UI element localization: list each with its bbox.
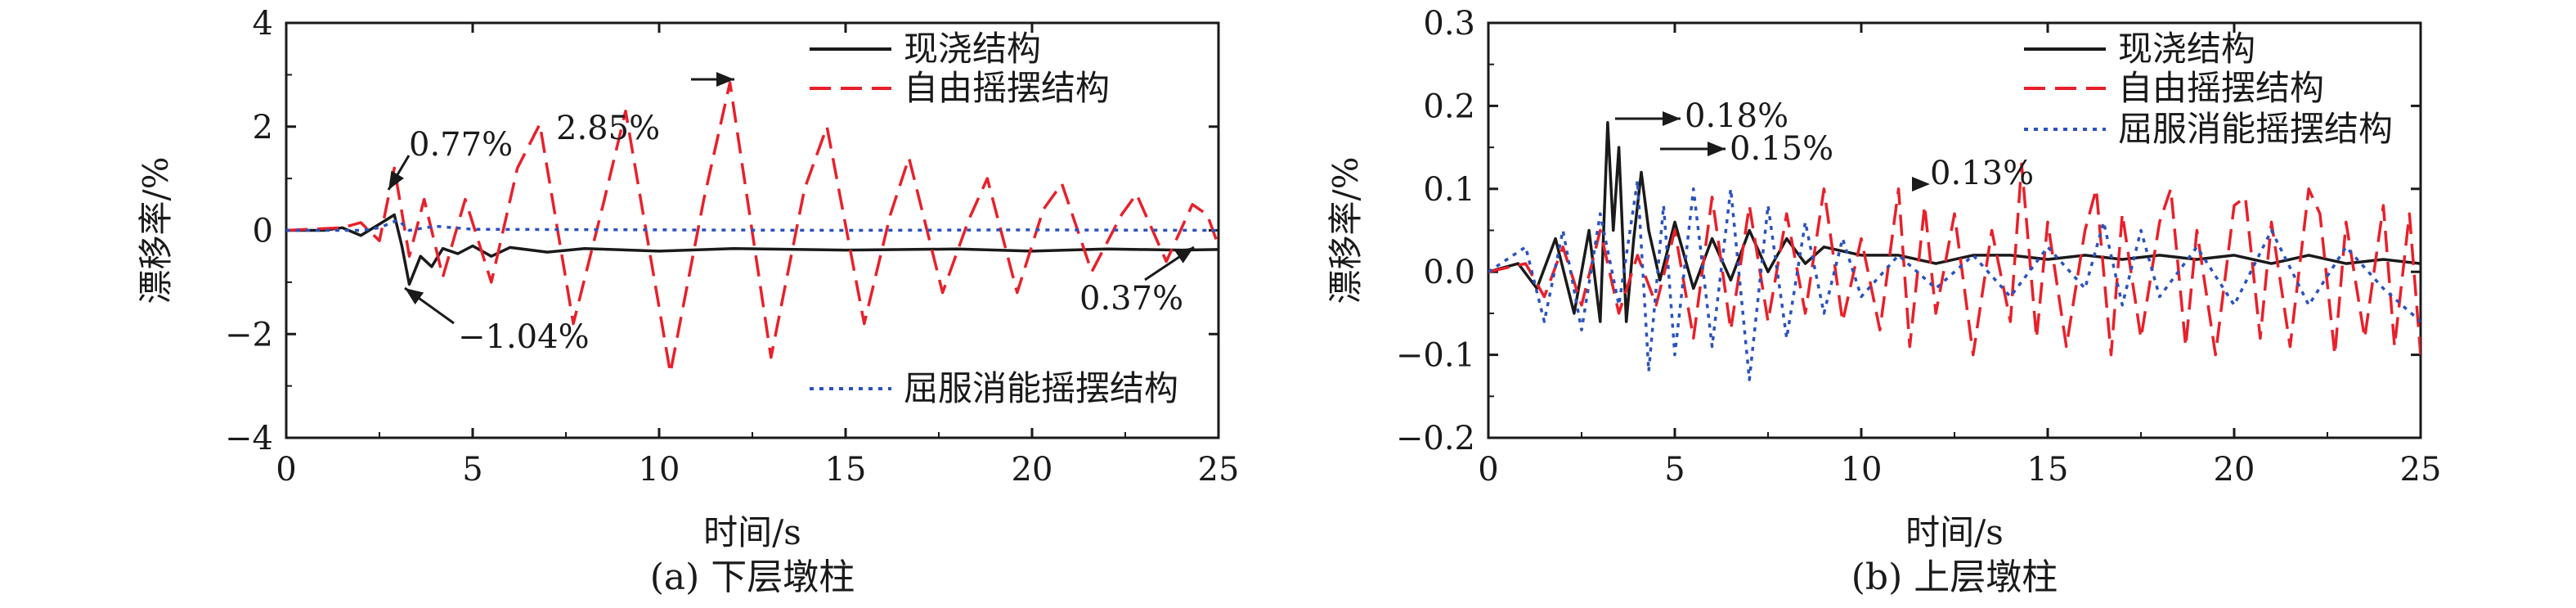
y-tick-label: 0.0 bbox=[1423, 254, 1475, 291]
series-line-2 bbox=[1488, 162, 2421, 357]
y-tick-label: 2 bbox=[253, 109, 273, 146]
panel-a-lower-pier: 0 5 10 15 20 25 −4 −2 0 2 4 时间/s 漂移率/% (a) 下层墩柱 现浇结构自由… bbox=[136, 5, 1239, 598]
series-line-1 bbox=[1488, 120, 2421, 323]
series-group bbox=[1488, 120, 2421, 381]
annotation-label: 2.85% bbox=[556, 110, 660, 147]
panel-caption: (a) 下层墩柱 bbox=[650, 556, 855, 598]
y-tick-label: 0.3 bbox=[1423, 5, 1475, 43]
x-tick-label: 5 bbox=[462, 451, 482, 489]
x-tick-label: 10 bbox=[1841, 451, 1883, 489]
annotation-arrow-head bbox=[1708, 142, 1726, 156]
annotation-label: 0.13% bbox=[1930, 155, 2034, 192]
x-axis-title: 时间/s bbox=[1905, 512, 2004, 552]
x-tick-label: 0 bbox=[276, 451, 296, 489]
annotation-label: 0.77% bbox=[409, 126, 513, 164]
x-axis-title: 时间/s bbox=[703, 512, 801, 552]
x-tick-label: 0 bbox=[1478, 451, 1498, 489]
panel-b-upper-pier: 0 5 10 15 20 25 −0.2 −0.1 0.0 0.1 0.2 0.3 时间/s 漂移率/% (… bbox=[1326, 5, 2441, 598]
annotation-arrow-head bbox=[1174, 247, 1194, 263]
series-group bbox=[286, 81, 1218, 375]
y-axis-title: 漂移率/% bbox=[1326, 156, 1366, 304]
annotation-arrow-head bbox=[1912, 177, 1930, 191]
y-tick-label: −2 bbox=[225, 316, 273, 354]
series-line-2 bbox=[286, 81, 1218, 375]
x-tick-label: 5 bbox=[1664, 451, 1685, 489]
y-tick-label: −4 bbox=[225, 420, 273, 457]
legend-label-2: 自由摇摆结构 bbox=[904, 68, 1110, 108]
annotation-arrow-head bbox=[405, 288, 424, 305]
x-tick-label: 25 bbox=[2400, 451, 2442, 489]
legend-label-3: 屈服消能摇摆结构 bbox=[904, 368, 1178, 408]
annotation-arrow-head bbox=[388, 170, 404, 190]
annotation-label: −1.04% bbox=[458, 318, 590, 356]
y-tick-label: 4 bbox=[253, 5, 273, 43]
y-tick-label: 0 bbox=[253, 213, 273, 250]
series-line-1 bbox=[286, 213, 1218, 286]
x-tick-label: 20 bbox=[2214, 451, 2255, 489]
annotation-arrow-head bbox=[716, 72, 734, 87]
legend-label-3: 屈服消能摇摆结构 bbox=[2118, 109, 2393, 149]
x-tick-label: 25 bbox=[1198, 451, 1240, 489]
panel-caption: (b) 上层墩柱 bbox=[1851, 556, 2058, 598]
x-tick-label: 20 bbox=[1012, 451, 1053, 489]
annotation-label: 0.37% bbox=[1079, 280, 1183, 318]
annotation-label: 0.18% bbox=[1685, 97, 1788, 135]
annotation-label: 0.15% bbox=[1730, 130, 1833, 168]
x-tick-label: 15 bbox=[2027, 451, 2069, 489]
annotation-arrow-head bbox=[1663, 111, 1681, 126]
x-tick-label: 15 bbox=[825, 451, 867, 489]
legend-label-2: 自由摇摆结构 bbox=[2118, 68, 2324, 108]
legend-label-1: 现浇结构 bbox=[904, 29, 1041, 69]
y-tick-label: −0.1 bbox=[1396, 337, 1475, 375]
y-tick-label: 0.1 bbox=[1423, 171, 1475, 209]
y-tick-label: −0.2 bbox=[1396, 420, 1475, 457]
legend-label-1: 现浇结构 bbox=[2118, 29, 2255, 69]
x-tick-label: 10 bbox=[639, 451, 680, 489]
y-axis-title: 漂移率/% bbox=[136, 156, 176, 304]
y-tick-label: 0.2 bbox=[1423, 88, 1475, 125]
